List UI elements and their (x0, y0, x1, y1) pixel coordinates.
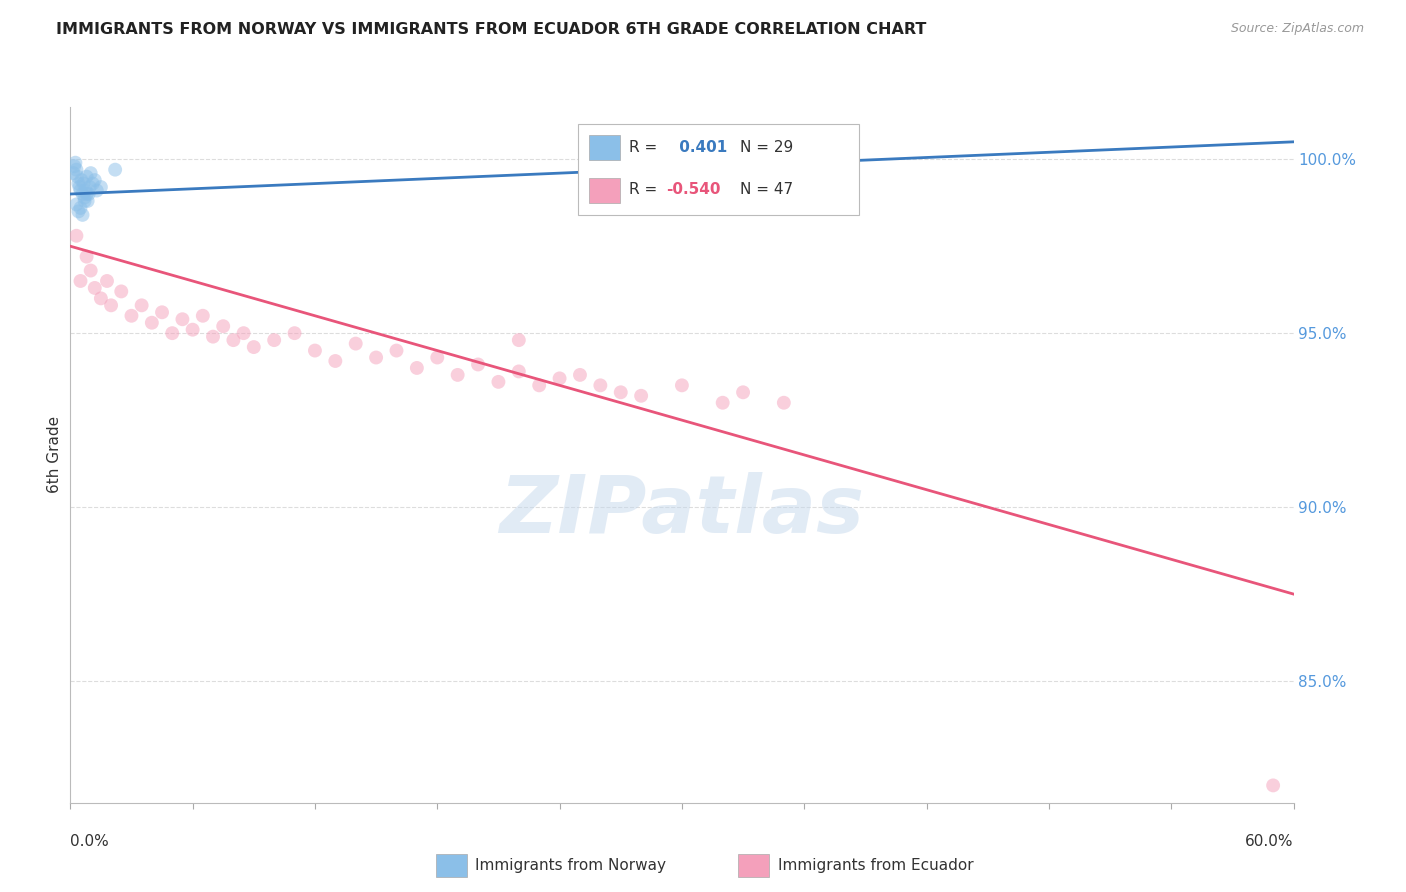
Point (447, 368, 470, 382)
Point (568, 368, 592, 382)
Point (90, 180, 112, 194)
Point (131, 298, 153, 312)
Point (344, 336, 367, 351)
Point (630, 389, 652, 403)
Point (90, 292, 112, 306)
Point (172, 312, 194, 326)
Point (426, 351, 449, 365)
Point (69, 180, 91, 194)
Text: Source: ZipAtlas.com: Source: ZipAtlas.com (1230, 22, 1364, 36)
Point (284, 326, 307, 340)
Point (110, 285, 132, 299)
Text: 0.0%: 0.0% (70, 834, 110, 849)
Point (773, 395, 796, 409)
Text: Immigrants from Ecuador: Immigrants from Ecuador (778, 858, 973, 872)
Text: 60.0%: 60.0% (1246, 834, 1294, 849)
Point (69, 184, 91, 198)
Text: N = 47: N = 47 (740, 182, 793, 197)
Point (72, 187, 94, 202)
Y-axis label: 6th Grade: 6th Grade (46, 417, 62, 493)
Point (508, 364, 530, 378)
Point (488, 375, 510, 389)
Point (243, 340, 266, 354)
Point (70, 173, 93, 187)
Point (1263, 778, 1285, 792)
Text: -0.540: -0.540 (666, 182, 721, 197)
Point (67, 204, 90, 219)
Point (82, 177, 104, 191)
Point (141, 316, 163, 330)
Point (79, 166, 103, 180)
Text: IMMIGRANTS FROM NORWAY VS IMMIGRANTS FROM ECUADOR 6TH GRADE CORRELATION CHART: IMMIGRANTS FROM NORWAY VS IMMIGRANTS FRO… (56, 22, 927, 37)
Point (104, 162, 127, 177)
Point (96, 274, 118, 288)
Point (100, 298, 122, 312)
Point (610, 385, 633, 400)
Point (366, 351, 388, 365)
Point (548, 371, 571, 385)
Point (304, 343, 326, 358)
Point (467, 358, 489, 372)
Text: R =: R = (628, 182, 657, 197)
Text: N = 29: N = 29 (740, 139, 793, 154)
Point (83, 173, 105, 187)
Point (65, 162, 87, 177)
Point (72, 177, 94, 191)
Point (62, 166, 84, 180)
Point (671, 378, 693, 392)
Point (76, 250, 98, 264)
Point (79, 180, 101, 194)
Point (323, 354, 347, 368)
Point (63, 159, 86, 173)
Point (212, 319, 235, 334)
Point (83, 281, 105, 295)
Point (711, 395, 734, 409)
Point (150, 305, 173, 319)
Point (406, 360, 429, 375)
Point (67, 177, 90, 191)
Point (121, 309, 143, 323)
Point (76, 194, 98, 208)
Point (73, 194, 96, 208)
Text: R =: R = (628, 139, 657, 154)
Point (75, 184, 97, 198)
Point (76, 187, 98, 202)
Point (73, 190, 96, 204)
Point (263, 333, 285, 347)
Point (589, 378, 612, 392)
Point (731, 385, 754, 400)
Point (86, 184, 108, 198)
Point (66, 169, 89, 184)
Point (72, 208, 94, 222)
Point (69, 201, 91, 215)
Point (65, 155, 87, 169)
Point (162, 326, 183, 340)
Point (191, 309, 214, 323)
Point (181, 323, 204, 337)
Point (76, 169, 98, 184)
Point (232, 326, 254, 340)
Point (202, 329, 225, 343)
Point (69, 274, 91, 288)
Text: 0.401: 0.401 (673, 139, 727, 154)
Text: ZIPatlas: ZIPatlas (499, 472, 865, 549)
Point (77, 187, 100, 202)
Point (529, 378, 551, 392)
Point (508, 333, 530, 347)
Point (79, 263, 103, 277)
Point (222, 333, 245, 347)
Point (65, 197, 87, 211)
Point (385, 343, 408, 358)
Point (65, 228, 87, 243)
Text: Immigrants from Norway: Immigrants from Norway (475, 858, 666, 872)
